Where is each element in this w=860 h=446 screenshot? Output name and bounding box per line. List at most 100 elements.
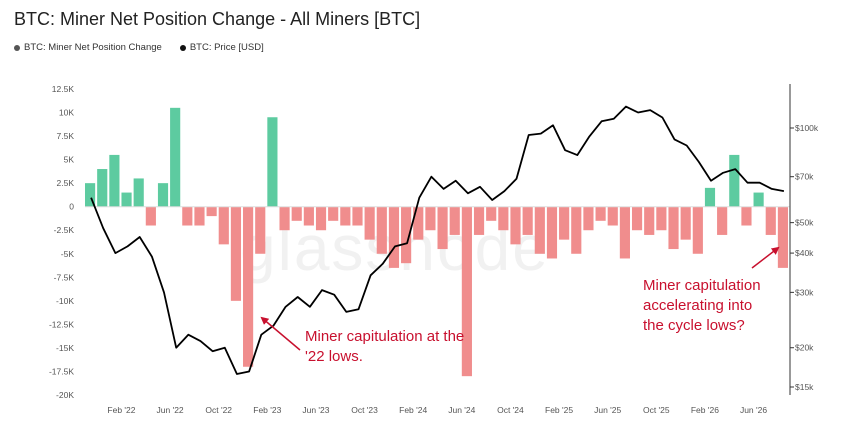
y-left-tick-label: 5K <box>64 155 75 165</box>
y-right-tick-label: $30k <box>795 287 814 297</box>
x-tick-label: Oct '23 <box>351 405 378 415</box>
net-position-bar <box>498 206 509 231</box>
y-left-tick-label: -7.5K <box>54 272 75 282</box>
net-position-bar <box>230 206 242 301</box>
net-position-bar <box>765 206 776 235</box>
bars-layer <box>85 107 788 377</box>
x-axis: Feb '22 Jun '22 Oct '22 Feb '23 Jun '23 Oct '… <box>107 405 767 415</box>
net-position-bar <box>364 206 375 240</box>
x-tick-label: Feb '22 <box>107 405 135 415</box>
net-position-bar <box>510 206 521 245</box>
net-position-bar <box>437 206 448 250</box>
legend-label-net-position: BTC: Miner Net Position Change <box>24 42 162 53</box>
net-position-bar <box>473 206 485 235</box>
net-position-bar <box>619 206 630 259</box>
y-right-tick-label: $50k <box>795 218 814 228</box>
net-position-bar <box>607 206 618 226</box>
x-tick-label: Oct '24 <box>497 405 524 415</box>
y-left-tick-label: -12.5K <box>49 319 74 329</box>
net-position-bar <box>267 117 278 207</box>
net-position-bar <box>595 206 606 221</box>
annotation-cycle-lows-line1: Miner capitulation <box>643 277 761 294</box>
net-position-bar <box>145 206 156 226</box>
right-axis: $100k $70k $50k $40k $30k $20k $15k <box>789 84 819 395</box>
x-tick-label: Feb '25 <box>545 405 573 415</box>
net-position-bar <box>97 169 108 207</box>
net-position-bar <box>401 206 412 264</box>
x-tick-label: Feb '24 <box>399 405 427 415</box>
net-position-bar <box>522 206 533 235</box>
x-tick-label: Oct '25 <box>643 405 670 415</box>
net-position-bar <box>194 206 205 226</box>
annotation-cycle-lows-line3: the cycle lows? <box>643 317 745 334</box>
net-position-bar <box>315 206 327 231</box>
annotation-arrow-cycle-lows <box>751 246 780 269</box>
y-left-tick-label: -5K <box>61 249 75 259</box>
x-tick-label: Jun '22 <box>157 405 184 415</box>
net-position-bar <box>121 192 132 207</box>
net-position-bar <box>425 206 436 231</box>
net-position-bar <box>109 154 120 207</box>
net-position-bar <box>741 206 752 226</box>
y-right-tick-label: $100k <box>795 123 819 133</box>
net-position-bar <box>753 192 764 207</box>
net-position-bar <box>534 206 545 254</box>
x-tick-label: Jun '23 <box>302 405 329 415</box>
y-left-tick-label: -10K <box>56 296 74 306</box>
net-position-bar <box>206 206 217 217</box>
net-position-bar <box>340 206 351 226</box>
net-position-bar <box>680 206 691 240</box>
legend-item-price[interactable]: BTC: Price [USD] <box>179 42 264 53</box>
net-position-bar <box>352 206 363 226</box>
net-position-bar <box>777 206 788 268</box>
y-left-tick-label: -17.5K <box>49 366 74 376</box>
x-tick-label: Feb '26 <box>691 405 719 415</box>
y-left-tick-label: -2.5K <box>54 225 75 235</box>
net-position-bar <box>631 206 643 231</box>
net-position-bar <box>376 206 387 254</box>
net-position-bar <box>303 206 314 226</box>
annotation-22-lows-line1: Miner capitulation at the <box>305 328 464 345</box>
net-position-bar <box>157 183 169 207</box>
net-position-bar <box>546 206 558 259</box>
net-position-bar <box>170 107 181 207</box>
annotation-cycle-lows-line2: accelerating into <box>643 297 752 314</box>
legend-item-net-position[interactable]: BTC: Miner Net Position Change <box>14 42 162 53</box>
y-right-tick-label: $15k <box>795 382 814 392</box>
net-position-bar <box>692 206 703 254</box>
x-tick-label: Jun '24 <box>448 405 475 415</box>
legend-label-price: BTC: Price [USD] <box>189 42 264 53</box>
price-layer <box>90 105 785 375</box>
net-position-bar <box>133 178 144 207</box>
y-left-tick-label: 2.5K <box>57 178 75 188</box>
net-position-bar <box>388 206 400 268</box>
net-position-bar <box>717 206 728 235</box>
y-left-tick-label: -15K <box>56 343 74 353</box>
net-position-bar <box>571 206 582 254</box>
left-axis: 12.5K 10K 7.5K 5K 2.5K 0 -2.5K -5K -7.5K -10K -12.… <box>49 84 74 400</box>
net-position-bar <box>243 206 254 367</box>
net-position-bar <box>413 206 424 240</box>
chart-title: BTC: Miner Net Position Change - All Min… <box>14 9 421 29</box>
y-left-tick-label: 0 <box>69 202 74 212</box>
net-position-bar <box>279 206 290 231</box>
y-left-tick-label: 10K <box>59 108 74 118</box>
net-position-bar <box>328 206 339 221</box>
net-position-bar <box>704 187 716 207</box>
y-right-tick-label: $70k <box>795 172 814 182</box>
y-left-tick-label: 7.5K <box>57 131 75 141</box>
price-line <box>90 105 785 375</box>
annotation-arrow-22-lows <box>260 316 301 351</box>
x-tick-label: Feb '23 <box>253 405 281 415</box>
net-position-bar <box>729 154 740 207</box>
x-tick-label: Jun '25 <box>594 405 621 415</box>
y-right-tick-label: $20k <box>795 343 814 353</box>
y-left-tick-label: 12.5K <box>52 84 75 94</box>
legend-dot-icon <box>179 44 186 51</box>
net-position-bar <box>559 206 570 240</box>
net-position-bar <box>255 206 266 254</box>
net-position-bar <box>182 206 193 226</box>
net-position-bar <box>291 206 302 221</box>
net-position-bar <box>449 206 460 235</box>
